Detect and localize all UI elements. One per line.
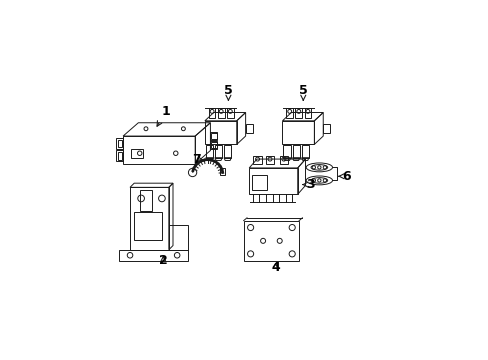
Text: 5: 5 [224, 84, 232, 100]
Text: 6: 6 [338, 170, 350, 183]
Text: 3: 3 [302, 178, 314, 191]
Text: 7: 7 [192, 153, 203, 166]
Text: 5: 5 [298, 84, 307, 100]
Text: 1: 1 [157, 105, 170, 126]
Text: 2: 2 [159, 254, 167, 267]
Text: 4: 4 [271, 261, 279, 274]
